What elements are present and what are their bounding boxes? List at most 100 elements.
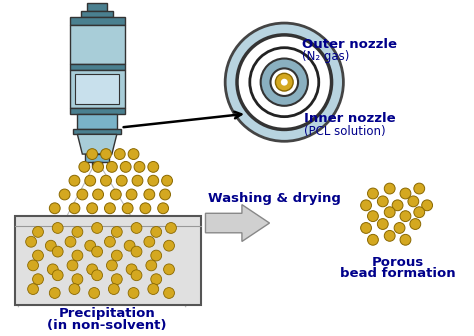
Circle shape bbox=[148, 162, 159, 172]
Circle shape bbox=[164, 240, 174, 251]
Circle shape bbox=[33, 226, 44, 237]
Circle shape bbox=[146, 260, 157, 271]
Bar bbox=[70, 17, 125, 25]
Circle shape bbox=[131, 246, 142, 257]
Text: Porous: Porous bbox=[372, 256, 424, 268]
Circle shape bbox=[72, 250, 83, 261]
Bar bbox=[70, 65, 125, 70]
Circle shape bbox=[77, 189, 88, 200]
Bar bbox=[85, 154, 109, 162]
Circle shape bbox=[144, 189, 155, 200]
Bar bbox=[75, 74, 119, 104]
Circle shape bbox=[126, 264, 137, 275]
Text: (PCL solution): (PCL solution) bbox=[304, 125, 386, 137]
Bar bbox=[70, 25, 125, 65]
Circle shape bbox=[367, 235, 378, 245]
Circle shape bbox=[124, 240, 135, 251]
Circle shape bbox=[132, 175, 143, 186]
Circle shape bbox=[27, 260, 38, 271]
Circle shape bbox=[33, 274, 44, 285]
Circle shape bbox=[104, 236, 115, 247]
Circle shape bbox=[128, 288, 139, 298]
Circle shape bbox=[151, 250, 162, 261]
Circle shape bbox=[165, 222, 176, 234]
Circle shape bbox=[69, 203, 80, 214]
Circle shape bbox=[164, 264, 174, 275]
Circle shape bbox=[85, 175, 96, 186]
Circle shape bbox=[148, 175, 159, 186]
Circle shape bbox=[164, 288, 174, 298]
Circle shape bbox=[27, 284, 38, 294]
Circle shape bbox=[281, 79, 288, 86]
Circle shape bbox=[49, 288, 60, 298]
Circle shape bbox=[400, 211, 411, 221]
Circle shape bbox=[158, 203, 169, 214]
Circle shape bbox=[392, 200, 403, 211]
Circle shape bbox=[275, 73, 293, 91]
Circle shape bbox=[250, 48, 319, 117]
Circle shape bbox=[367, 188, 378, 199]
Circle shape bbox=[367, 211, 378, 221]
Circle shape bbox=[49, 203, 60, 214]
Circle shape bbox=[87, 264, 98, 275]
Circle shape bbox=[85, 240, 96, 251]
Circle shape bbox=[394, 222, 405, 234]
Bar bbox=[82, 11, 113, 17]
Text: bead formation: bead formation bbox=[340, 267, 456, 280]
Bar bbox=[73, 129, 121, 134]
Bar bbox=[77, 114, 117, 129]
Circle shape bbox=[87, 149, 98, 160]
Circle shape bbox=[140, 203, 151, 214]
Circle shape bbox=[100, 175, 111, 186]
Circle shape bbox=[131, 270, 142, 281]
Circle shape bbox=[114, 149, 125, 160]
Circle shape bbox=[400, 235, 411, 245]
Text: Outer nozzle: Outer nozzle bbox=[302, 38, 397, 51]
Circle shape bbox=[72, 226, 83, 237]
Bar bbox=[15, 216, 201, 305]
Circle shape bbox=[91, 270, 102, 281]
Circle shape bbox=[144, 236, 155, 247]
Circle shape bbox=[111, 226, 122, 237]
Circle shape bbox=[131, 222, 142, 234]
Circle shape bbox=[93, 189, 103, 200]
Circle shape bbox=[107, 162, 117, 172]
Text: Washing & drying: Washing & drying bbox=[208, 192, 341, 205]
Circle shape bbox=[110, 189, 121, 200]
Circle shape bbox=[162, 175, 173, 186]
Circle shape bbox=[271, 69, 298, 96]
Polygon shape bbox=[205, 205, 270, 242]
Circle shape bbox=[148, 284, 159, 294]
Circle shape bbox=[116, 175, 127, 186]
Circle shape bbox=[33, 250, 44, 261]
Circle shape bbox=[384, 207, 395, 218]
Text: Precipitation: Precipitation bbox=[59, 307, 155, 320]
Circle shape bbox=[225, 23, 343, 141]
Circle shape bbox=[93, 162, 103, 172]
Circle shape bbox=[107, 260, 117, 271]
Circle shape bbox=[59, 189, 70, 200]
Bar bbox=[70, 70, 125, 108]
Bar bbox=[87, 3, 107, 11]
Circle shape bbox=[422, 200, 433, 211]
Circle shape bbox=[261, 58, 308, 106]
Circle shape bbox=[89, 288, 100, 298]
Circle shape bbox=[91, 222, 102, 234]
Circle shape bbox=[111, 250, 122, 261]
Circle shape bbox=[111, 274, 122, 285]
Circle shape bbox=[384, 230, 395, 241]
Circle shape bbox=[47, 264, 58, 275]
Text: Inner nozzle: Inner nozzle bbox=[304, 112, 396, 125]
Circle shape bbox=[377, 219, 388, 229]
Circle shape bbox=[69, 284, 80, 294]
Circle shape bbox=[109, 284, 119, 294]
Circle shape bbox=[128, 149, 139, 160]
Circle shape bbox=[52, 270, 63, 281]
Circle shape bbox=[414, 207, 425, 218]
Circle shape bbox=[414, 183, 425, 194]
Circle shape bbox=[160, 189, 171, 200]
Circle shape bbox=[408, 196, 419, 207]
Text: (in non-solvent): (in non-solvent) bbox=[47, 319, 167, 332]
Circle shape bbox=[91, 246, 102, 257]
Bar bbox=[70, 108, 125, 114]
